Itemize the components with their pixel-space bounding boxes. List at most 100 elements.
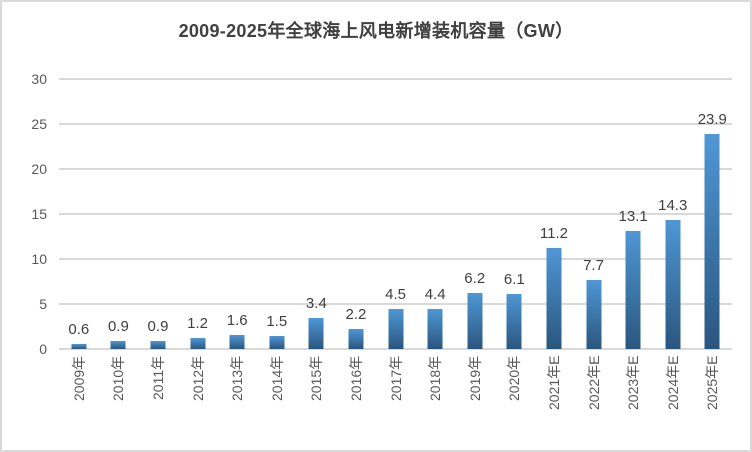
bar-value-label: 4.4 [424,286,446,304]
bar-column: 4.5 [376,79,416,349]
bar-value-label: 13.1 [618,208,648,226]
x-tick-cell: 2016年 [336,349,376,449]
x-tick-cell: 2021年E [534,349,574,449]
bar-value-label: 1.5 [266,312,288,330]
bar-2025年E [704,133,720,349]
x-tick-cell: 2024年E [653,349,693,449]
bar-column: 1.6 [217,79,257,349]
gridline [59,78,732,80]
bar-column: 6.2 [455,79,495,349]
x-axis-label: 2009年 [70,355,87,401]
x-axis-label: 2016年 [347,355,364,401]
bar-value-label: 2.2 [345,306,367,324]
bar-column: 4.4 [415,79,455,349]
x-axis-label: 2022年E [585,355,602,410]
y-tick-label: 20 [31,161,47,177]
x-tick-cell: 2014年 [257,349,297,449]
bar-value-label: 14.3 [658,197,688,215]
x-axis: 2009年 2010年 2011年 2012年 2013年 2014年 2015年 2016年… [59,349,732,449]
bar-column: 23.9 [693,79,733,349]
bar-2022年E [586,279,602,349]
x-axis-label: 2019年 [466,355,483,401]
bar-value-label: 6.2 [464,270,486,288]
bar-2012年 [190,338,206,349]
bar-value-label: 0.9 [107,317,129,335]
bar-value-label: 0.6 [68,320,90,338]
x-tick-cell: 2025年E [693,349,733,449]
x-tick-cell: 2017年 [376,349,416,449]
bar-column: 2.2 [336,79,376,349]
x-tick-cell: 2020年 [495,349,535,449]
x-axis-label: 2024年E [664,355,681,410]
bar-column: 11.2 [534,79,574,349]
gridline [59,348,732,350]
y-tick-label: 15 [31,206,47,222]
x-tick-cell: 2013年 [217,349,257,449]
x-axis-label: 2012年 [189,355,206,401]
bar-column: 14.3 [653,79,693,349]
chart-title: 2009-2025年全球海上风电新增装机容量（GW） [178,21,574,41]
bar-column: 1.2 [178,79,218,349]
x-tick-cell: 2011年 [138,349,178,449]
bar-column: 13.1 [613,79,653,349]
bar-column: 0.6 [59,79,99,349]
bar-value-label: 23.9 [697,110,727,128]
x-axis-label: 2020年 [506,355,523,401]
bar-value-label: 1.6 [226,311,248,329]
bar-column: 3.4 [297,79,337,349]
x-axis-label: 2021年E [545,355,562,410]
gridline [59,213,732,215]
bar-2019年 [467,293,483,349]
bar-2015年 [308,318,324,349]
y-tick-label: 0 [39,341,47,357]
bar-2016年 [348,329,364,349]
x-tick-cell: 2022年E [574,349,614,449]
y-tick-label: 25 [31,116,47,132]
gridline [59,167,732,170]
bar-value-label: 6.1 [503,271,525,289]
x-tick-cell: 2015年 [297,349,337,449]
y-tick-label: 10 [31,251,47,267]
bar-column: 0.9 [138,79,178,349]
x-axis-label: 2017年 [387,355,404,401]
gridline [59,303,732,305]
x-axis-label: 2010年 [110,355,127,401]
bar-2013年 [229,334,245,349]
bar-2018年 [427,309,443,349]
gridline [59,257,732,260]
bar-value-label: 4.5 [385,285,406,303]
x-tick-cell: 2012年 [178,349,218,449]
x-axis-label: 2013年 [229,355,246,401]
bar-2011年 [150,340,166,349]
x-axis-label: 2023年E [625,355,642,410]
x-tick-cell: 2023年E [613,349,653,449]
bar-2010年 [110,340,126,349]
x-tick-cell: 2010年 [99,349,139,449]
y-tick-label: 30 [31,71,47,87]
bar-value-label: 11.2 [539,225,568,243]
gridline [59,122,732,125]
bar-value-label: 0.9 [147,317,169,335]
bar-2024年E [665,220,681,349]
x-tick-cell: 2009年 [59,349,99,449]
x-axis-label: 2014年 [268,355,285,401]
bar-2023年E [625,231,641,349]
bar-2009年 [71,343,87,349]
x-axis-label: 2011年 [149,355,166,400]
x-tick-cell: 2018年 [415,349,455,449]
bars-layer: 0.6 0.9 0.9 1.2 1.6 1.5 3.4 2.2 4.5 4.4 6.2 6.1 11.2… [59,79,732,349]
bar-column: 0.9 [99,79,139,349]
y-tick-label: 5 [39,296,47,312]
x-axis-label: 2015年 [308,355,325,401]
bar-2021年E [546,248,562,349]
bar-column: 7.7 [574,79,614,349]
x-tick-cell: 2019年 [455,349,495,449]
x-axis-label: 2018年 [427,355,444,401]
plot-area: 0 5 10 15 20 25 30 0.6 0.9 0.9 1.2 1.6 1.5 3.4 2.2 4.5… [31,71,732,410]
x-axis-label: 2025年E [704,355,721,410]
bar-value-label: 7.7 [583,256,604,274]
bar-2014年 [269,335,285,349]
bar-value-label: 3.4 [305,295,327,313]
bar-2020年 [506,294,522,349]
bar-2017年 [388,308,404,349]
